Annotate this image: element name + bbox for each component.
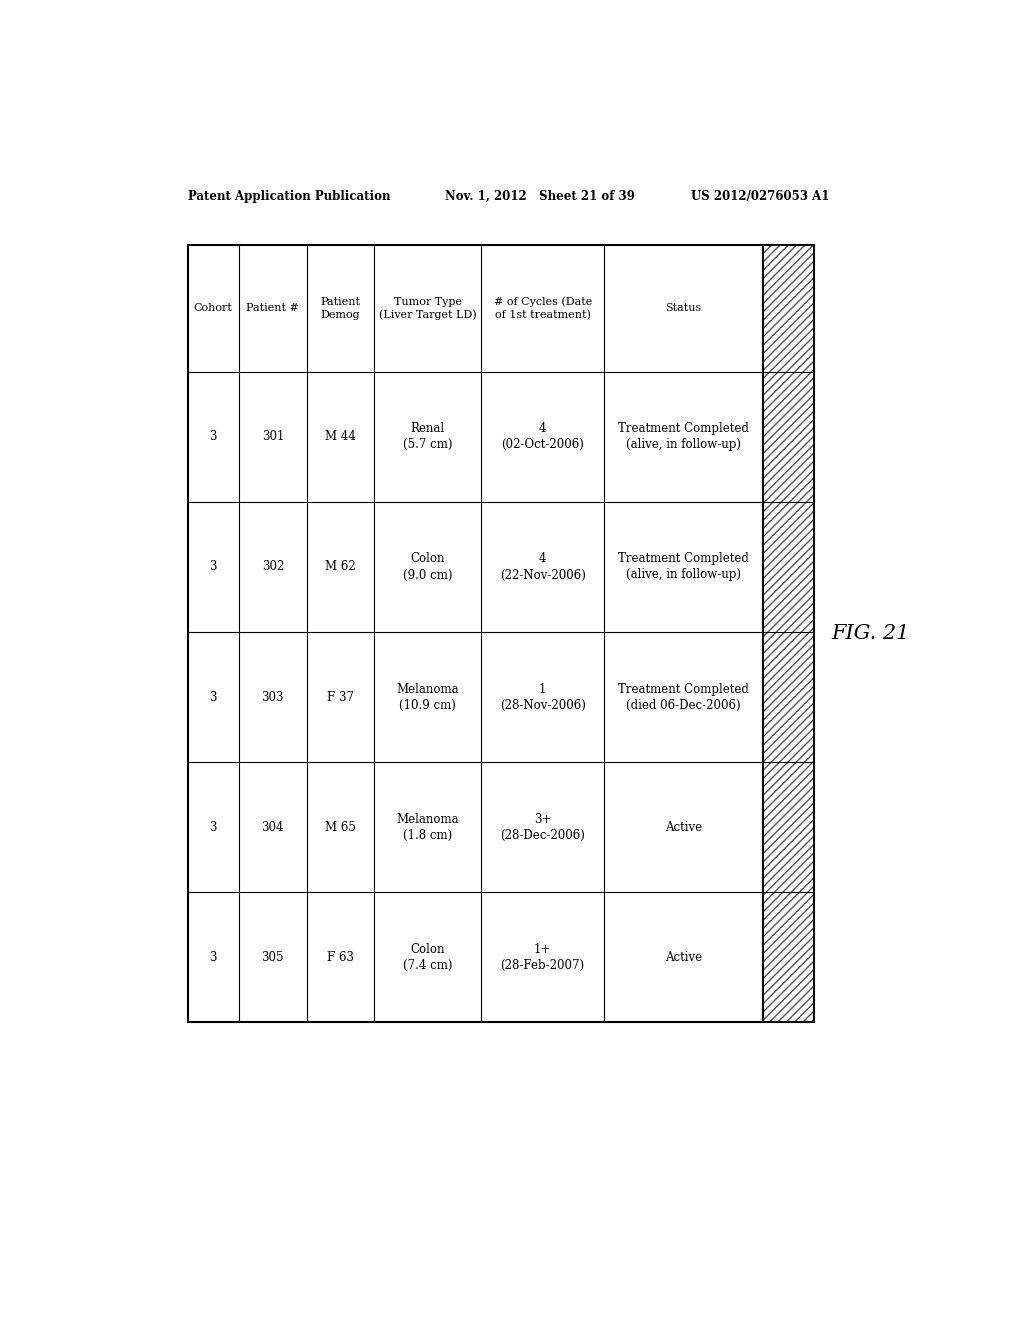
Text: Active: Active	[665, 950, 702, 964]
Text: Renal
(5.7 cm): Renal (5.7 cm)	[402, 422, 453, 451]
Text: 4
(22-Nov-2006): 4 (22-Nov-2006)	[500, 553, 586, 582]
Text: US 2012/0276053 A1: US 2012/0276053 A1	[691, 190, 829, 202]
Text: Melanoma
(10.9 cm): Melanoma (10.9 cm)	[396, 682, 459, 711]
Text: Nov. 1, 2012   Sheet 21 of 39: Nov. 1, 2012 Sheet 21 of 39	[445, 190, 635, 202]
Text: 3: 3	[210, 430, 217, 444]
Text: Tumor Type
(Liver Target LD): Tumor Type (Liver Target LD)	[379, 297, 476, 319]
Text: 3: 3	[210, 950, 217, 964]
Text: Active: Active	[665, 821, 702, 834]
Text: 3: 3	[210, 690, 217, 704]
Text: Patient #: Patient #	[247, 304, 299, 313]
Bar	[763, 244, 814, 1022]
Text: Patient
Demog: Patient Demog	[321, 297, 360, 319]
Text: Treatment Completed
(alive, in follow-up): Treatment Completed (alive, in follow-up…	[618, 422, 749, 451]
Bar	[187, 244, 763, 1022]
Text: 3: 3	[210, 561, 217, 573]
Text: Colon
(7.4 cm): Colon (7.4 cm)	[402, 942, 453, 972]
Text: F 63: F 63	[327, 950, 353, 964]
Text: 3+
(28-Dec-2006): 3+ (28-Dec-2006)	[500, 813, 585, 842]
Text: Patent Application Publication: Patent Application Publication	[187, 190, 390, 202]
Text: 305: 305	[261, 950, 284, 964]
Text: 1
(28-Nov-2006): 1 (28-Nov-2006)	[500, 682, 586, 711]
Text: M 44: M 44	[325, 430, 355, 444]
Text: 303: 303	[261, 690, 284, 704]
Text: Melanoma
(1.8 cm): Melanoma (1.8 cm)	[396, 813, 459, 842]
Text: 1+
(28-Feb-2007): 1+ (28-Feb-2007)	[501, 942, 585, 972]
Text: FIG. 21: FIG. 21	[830, 624, 909, 643]
Text: Colon
(9.0 cm): Colon (9.0 cm)	[402, 553, 453, 582]
Text: 4
(02-Oct-2006): 4 (02-Oct-2006)	[501, 422, 584, 451]
Text: M 65: M 65	[325, 821, 355, 834]
Text: 304: 304	[261, 821, 284, 834]
Text: Treatment Completed
(alive, in follow-up): Treatment Completed (alive, in follow-up…	[618, 553, 749, 582]
Text: Cohort: Cohort	[194, 304, 232, 313]
Text: F 37: F 37	[327, 690, 353, 704]
Text: # of Cycles (Date
of 1st treatment): # of Cycles (Date of 1st treatment)	[494, 297, 592, 319]
Text: Treatment Completed
(died 06-Dec-2006): Treatment Completed (died 06-Dec-2006)	[618, 682, 749, 711]
Text: 3: 3	[210, 821, 217, 834]
Text: M 62: M 62	[325, 561, 355, 573]
Text: 302: 302	[262, 561, 284, 573]
Text: Status: Status	[666, 304, 701, 313]
Text: 301: 301	[262, 430, 284, 444]
